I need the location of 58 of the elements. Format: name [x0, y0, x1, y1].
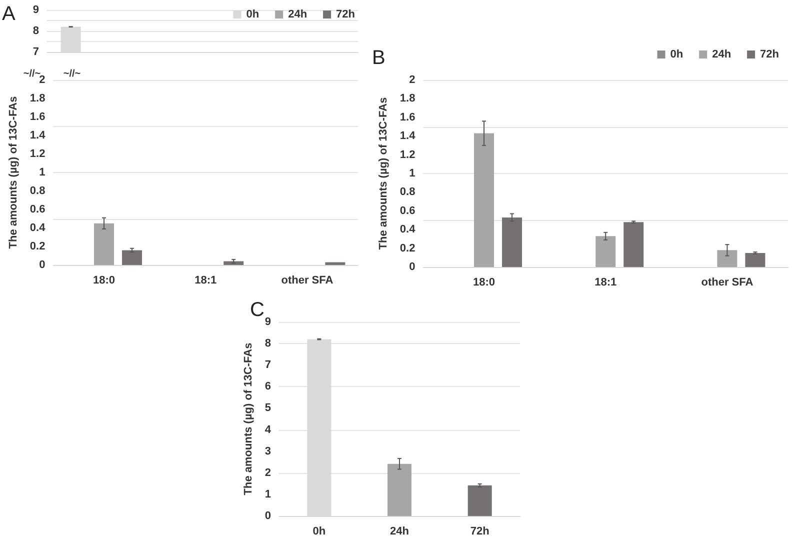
y-tick-label: 0 — [409, 261, 416, 273]
y-tick-label: 6 — [264, 380, 271, 393]
y-tick-label: 2 — [409, 74, 416, 86]
chart-title: A — [2, 3, 16, 25]
chart-title: C — [250, 299, 264, 321]
y-tick-label: 0 — [264, 510, 271, 522]
y-tick-label: 0.2 — [30, 240, 46, 252]
y-axis-title: The amounts (µg) of 13C-FAs — [378, 97, 390, 250]
y-tick-label: 1.2 — [400, 148, 416, 161]
y-tick-label: 1.4 — [30, 130, 46, 142]
x-tick-label: 18:1 — [194, 274, 217, 286]
legend-label: 0h — [670, 48, 684, 60]
y-tick-label: 8 — [264, 338, 271, 350]
legend-label: 24h — [288, 8, 308, 20]
y-tick-label: 2 — [264, 466, 271, 479]
y-tick-label: 0.6 — [30, 204, 46, 216]
y-tick-label: 5 — [264, 402, 271, 414]
legend-label: 0h — [246, 8, 260, 20]
y-tick-label: 0.8 — [30, 185, 46, 197]
x-tick-label: 72h — [470, 526, 490, 538]
y-tick-label: 9 — [264, 316, 271, 328]
y-tick-label: 1.8 — [400, 92, 416, 105]
legend-label: 24h — [712, 48, 732, 60]
y-tick-label: 1 — [264, 488, 271, 500]
y-tick-label: 0.6 — [400, 204, 416, 217]
legend-label: 72h — [760, 48, 780, 60]
x-tick-label: 18:0 — [92, 274, 116, 286]
x-tick-label: other SFA — [281, 274, 334, 286]
x-tick-label: 0h — [312, 526, 326, 538]
y-tick-label: 7 — [264, 359, 271, 372]
y-tick-label: 2 — [39, 74, 46, 86]
text: ~//~ — [63, 68, 81, 80]
y-tick-label: 0.8 — [400, 186, 416, 198]
y-tick-label: 1.8 — [30, 92, 46, 104]
y-tick-label: 1.6 — [30, 111, 46, 123]
y-tick-label: 8 — [32, 25, 39, 37]
x-tick-label: 18:1 — [594, 276, 617, 288]
y-tick-label: 0.4 — [400, 224, 416, 236]
x-tick-label: 24h — [390, 526, 410, 538]
y-tick-label: 4 — [264, 424, 272, 436]
y-tick-label: 0 — [39, 259, 46, 271]
x-tick-label: other SFA — [701, 276, 754, 288]
chart-title: B — [372, 47, 386, 69]
y-tick-label: 1.2 — [30, 148, 46, 160]
y-tick-label: 1.4 — [400, 130, 416, 142]
y-tick-label: 1 — [409, 168, 416, 180]
y-tick-label: 1 — [39, 166, 46, 178]
y-tick-label: 0.2 — [400, 242, 416, 254]
y-tick-label: 9 — [32, 4, 39, 16]
x-tick-label: 18:0 — [472, 276, 496, 288]
y-tick-label: 7 — [32, 46, 39, 58]
y-axis-title: The amounts (µg) of 13C-FAs — [242, 342, 254, 496]
y-axis-title: The amounts (µg) of 13C-FAs — [8, 96, 20, 249]
legend-label: 72h — [336, 8, 356, 20]
y-tick-label: 3 — [264, 445, 271, 458]
text: ~//~ — [23, 68, 41, 80]
y-tick-label: 0.4 — [30, 222, 46, 234]
y-tick-label: 1.6 — [400, 111, 416, 124]
